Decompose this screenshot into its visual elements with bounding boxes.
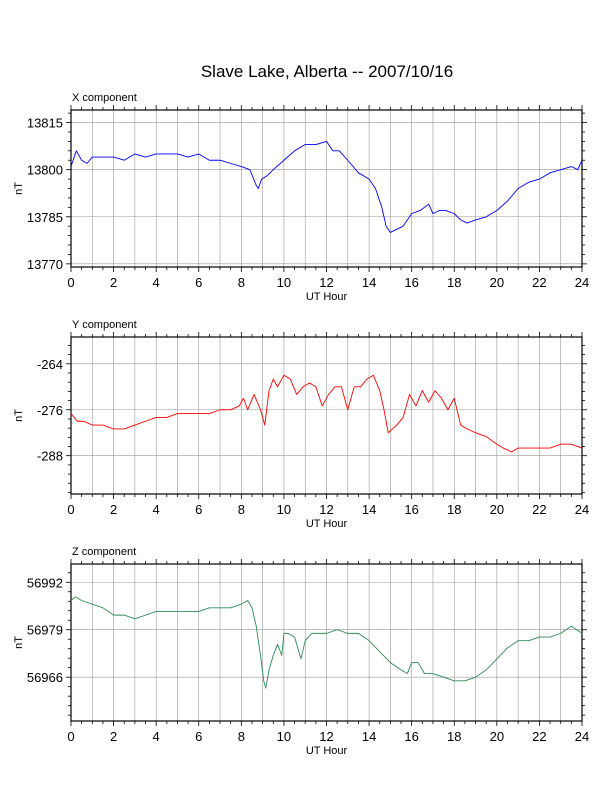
- x-tick-label: 20: [490, 729, 504, 744]
- x-tick-label: 14: [362, 275, 376, 290]
- x-tick-label: 12: [319, 275, 333, 290]
- y-tick-label: 13785: [27, 210, 63, 225]
- chart-title: Slave Lake, Alberta -- 2007/10/16: [201, 62, 453, 81]
- y-axis-label: nT: [13, 636, 25, 649]
- y-tick-label: 56992: [27, 575, 63, 590]
- panels-group: 0 2 4 6 8 10 12 14 16 18 20 22 241377013785138001381…: [13, 92, 589, 757]
- series-line: [70, 374, 583, 453]
- x-tick-label: 0: [67, 275, 74, 290]
- y-tick-label: 13770: [27, 257, 63, 272]
- y-tick-label: -276: [37, 403, 63, 418]
- x-axis-label: UT Hour: [306, 291, 348, 303]
- x-tick-label: 6: [195, 729, 202, 744]
- y-axis-label: nT: [13, 409, 25, 422]
- y-tick-label: 13800: [27, 163, 63, 178]
- panel-1: 0 2 4 6 8 10 12 14 16 18 20 22 241377013785138001381…: [13, 92, 589, 303]
- x-axis-label: UT Hour: [306, 518, 348, 530]
- y-tick-label: 56979: [27, 623, 63, 638]
- y-tick-label: -264: [37, 357, 63, 372]
- x-tick-label: 22: [532, 275, 546, 290]
- x-axis-label: UT Hour: [306, 745, 348, 757]
- x-tick-label: 2: [110, 729, 117, 744]
- y-tick-label: 13815: [27, 116, 63, 131]
- x-tick-label: 6: [195, 275, 202, 290]
- x-tick-label: 24: [575, 729, 589, 744]
- x-tick-label: 4: [153, 502, 160, 517]
- x-tick-label: 12: [319, 502, 333, 517]
- x-tick-label: 16: [404, 275, 418, 290]
- x-tick-label: 0: [67, 502, 74, 517]
- x-tick-label: 2: [110, 275, 117, 290]
- x-tick-label: 10: [277, 275, 291, 290]
- x-tick-label: 18: [447, 275, 461, 290]
- panel-label: Y component: [72, 319, 137, 331]
- x-tick-label: 18: [447, 729, 461, 744]
- panel-label: Z component: [72, 546, 136, 558]
- x-tick-label: 0: [67, 729, 74, 744]
- x-tick-label: 4: [153, 275, 160, 290]
- x-tick-label: 10: [277, 502, 291, 517]
- y-axis-label: nT: [13, 182, 25, 195]
- x-tick-label: 12: [319, 729, 333, 744]
- x-tick-label: 2: [110, 502, 117, 517]
- x-tick-label: 20: [490, 502, 504, 517]
- x-tick-label: 8: [238, 275, 245, 290]
- series-line: [70, 596, 583, 689]
- x-tick-label: 6: [195, 502, 202, 517]
- x-tick-label: 8: [238, 729, 245, 744]
- y-tick-label: 56966: [27, 670, 63, 685]
- y-tick-label: -288: [37, 449, 63, 464]
- x-tick-label: 14: [362, 502, 376, 517]
- x-tick-label: 22: [532, 729, 546, 744]
- x-tick-label: 14: [362, 729, 376, 744]
- x-tick-label: 16: [404, 502, 418, 517]
- panel-label: X component: [72, 92, 137, 104]
- x-tick-label: 18: [447, 502, 461, 517]
- x-tick-label: 8: [238, 502, 245, 517]
- x-tick-label: 4: [153, 729, 160, 744]
- x-tick-label: 24: [575, 502, 589, 517]
- x-tick-label: 22: [532, 502, 546, 517]
- x-tick-label: 16: [404, 729, 418, 744]
- x-tick-label: 24: [575, 275, 589, 290]
- x-tick-label: 10: [277, 729, 291, 744]
- x-tick-label: 20: [490, 275, 504, 290]
- series-line: [70, 140, 583, 233]
